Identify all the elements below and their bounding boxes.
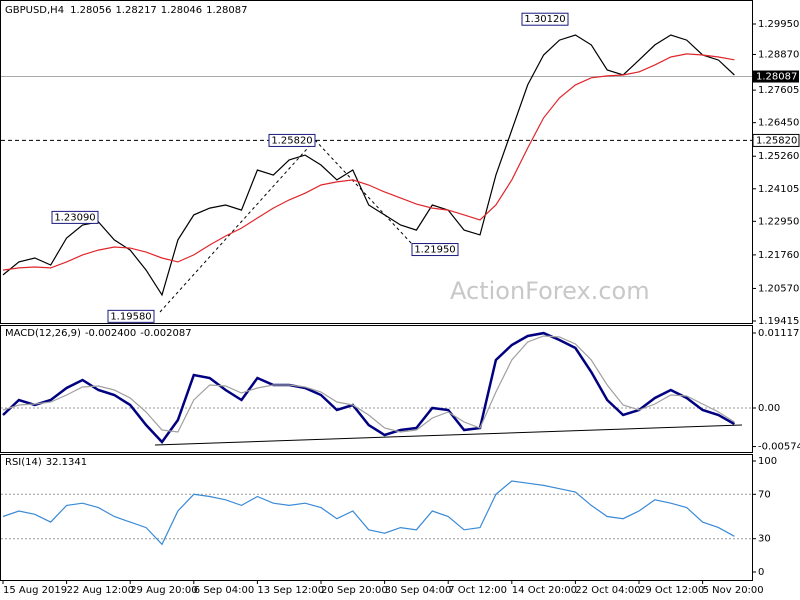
y-tick-label: 1.19415: [758, 316, 799, 327]
x-tick-label: 6 Sep 04:00: [194, 585, 254, 596]
high: 1.28217: [115, 5, 156, 16]
y-tick-label: -0.005746: [758, 442, 800, 453]
y-tick-label: 70: [758, 489, 771, 500]
series-line: [2, 480, 735, 546]
x-tick-label: 20 Sep 20:00: [321, 585, 388, 596]
trend-line: [159, 139, 316, 313]
last-price-label: 1.28087: [756, 72, 797, 83]
y-tick-label: 1.21760: [758, 250, 799, 261]
annotation-label: 1.19580: [110, 311, 151, 322]
x-tick-label: 29 Aug 20:00: [130, 585, 197, 596]
rsi-title: RSI(14): [5, 457, 42, 468]
y-tick-label: 1.24105: [758, 184, 799, 195]
annotation-box: [51, 210, 99, 224]
watermark: ActionForex.com: [450, 277, 650, 305]
level-label: 1.25820: [756, 135, 797, 146]
x-tick-label: 22 Oct 04:00: [575, 585, 640, 596]
y-tick-label: 1.25260: [758, 151, 799, 162]
last-price-box: [753, 70, 799, 83]
y-tick-label: 1.27605: [758, 85, 799, 96]
y-tick-label: 1.28870: [758, 49, 799, 60]
annotation-box: [411, 243, 459, 257]
y-tick-label: 1.26450: [758, 118, 799, 129]
x-tick-label: 7 Oct 12:00: [448, 585, 507, 596]
x-tick-label: 29 Oct 12:00: [639, 585, 704, 596]
annotation-label: 1.25820: [271, 135, 312, 146]
symbol: GBPUSD,H4: [5, 5, 64, 16]
level-box: [752, 133, 800, 147]
y-tick-label: 0.011177: [758, 328, 800, 339]
series-line: [2, 335, 735, 433]
macd-signal: -0.002087: [140, 328, 191, 339]
y-tick-label: 0.00: [758, 403, 780, 414]
x-tick-label: 22 Aug 12:00: [67, 585, 134, 596]
low: 1.28046: [161, 5, 202, 16]
x-tick-label: 14 Oct 20:00: [512, 585, 577, 596]
macd-title: MACD(12,26,9): [5, 328, 81, 339]
rsi-panel: [0, 454, 753, 581]
y-tick-label: 1.29950: [758, 19, 799, 30]
rsi-reading: 32.1341: [46, 457, 87, 468]
open: 1.28056: [70, 5, 111, 16]
annotation-label: 1.21950: [414, 245, 455, 256]
y-tick-label: 1.22950: [758, 216, 799, 227]
y-tick-label: 0: [758, 567, 764, 578]
annotation-box: [521, 12, 569, 26]
annotation-label: 1.23090: [54, 212, 95, 223]
y-tick-label: 30: [758, 534, 771, 545]
x-tick-label: 15 Aug 2019: [3, 585, 67, 596]
x-tick-label: 30 Sep 04:00: [385, 585, 452, 596]
close: 1.28087: [206, 5, 247, 16]
y-tick-label: 1.20570: [758, 283, 799, 294]
series-line: [2, 53, 735, 271]
macd-main: -0.002400: [85, 328, 136, 339]
macd-panel: [0, 325, 753, 453]
x-tick-label: 5 Nov 20:00: [703, 585, 764, 596]
macd-header: MACD(12,26,9) -0.002400 -0.002087: [5, 328, 192, 339]
y-tick-label: 100: [758, 456, 777, 467]
rsi-header: RSI(14) 32.1341: [5, 457, 87, 468]
x-tick-label: 13 Sep 12:00: [257, 585, 324, 596]
price-panel: [0, 0, 753, 324]
series-line: [2, 34, 735, 297]
annotation-box: [268, 133, 316, 147]
series-line: [2, 331, 736, 444]
annotation-label: 1.30120: [524, 14, 565, 25]
price-header: GBPUSD,H4 1.28056 1.28217 1.28046 1.28087: [5, 5, 248, 16]
annotation-box: [107, 309, 155, 323]
macd-trend-line: [154, 424, 743, 446]
